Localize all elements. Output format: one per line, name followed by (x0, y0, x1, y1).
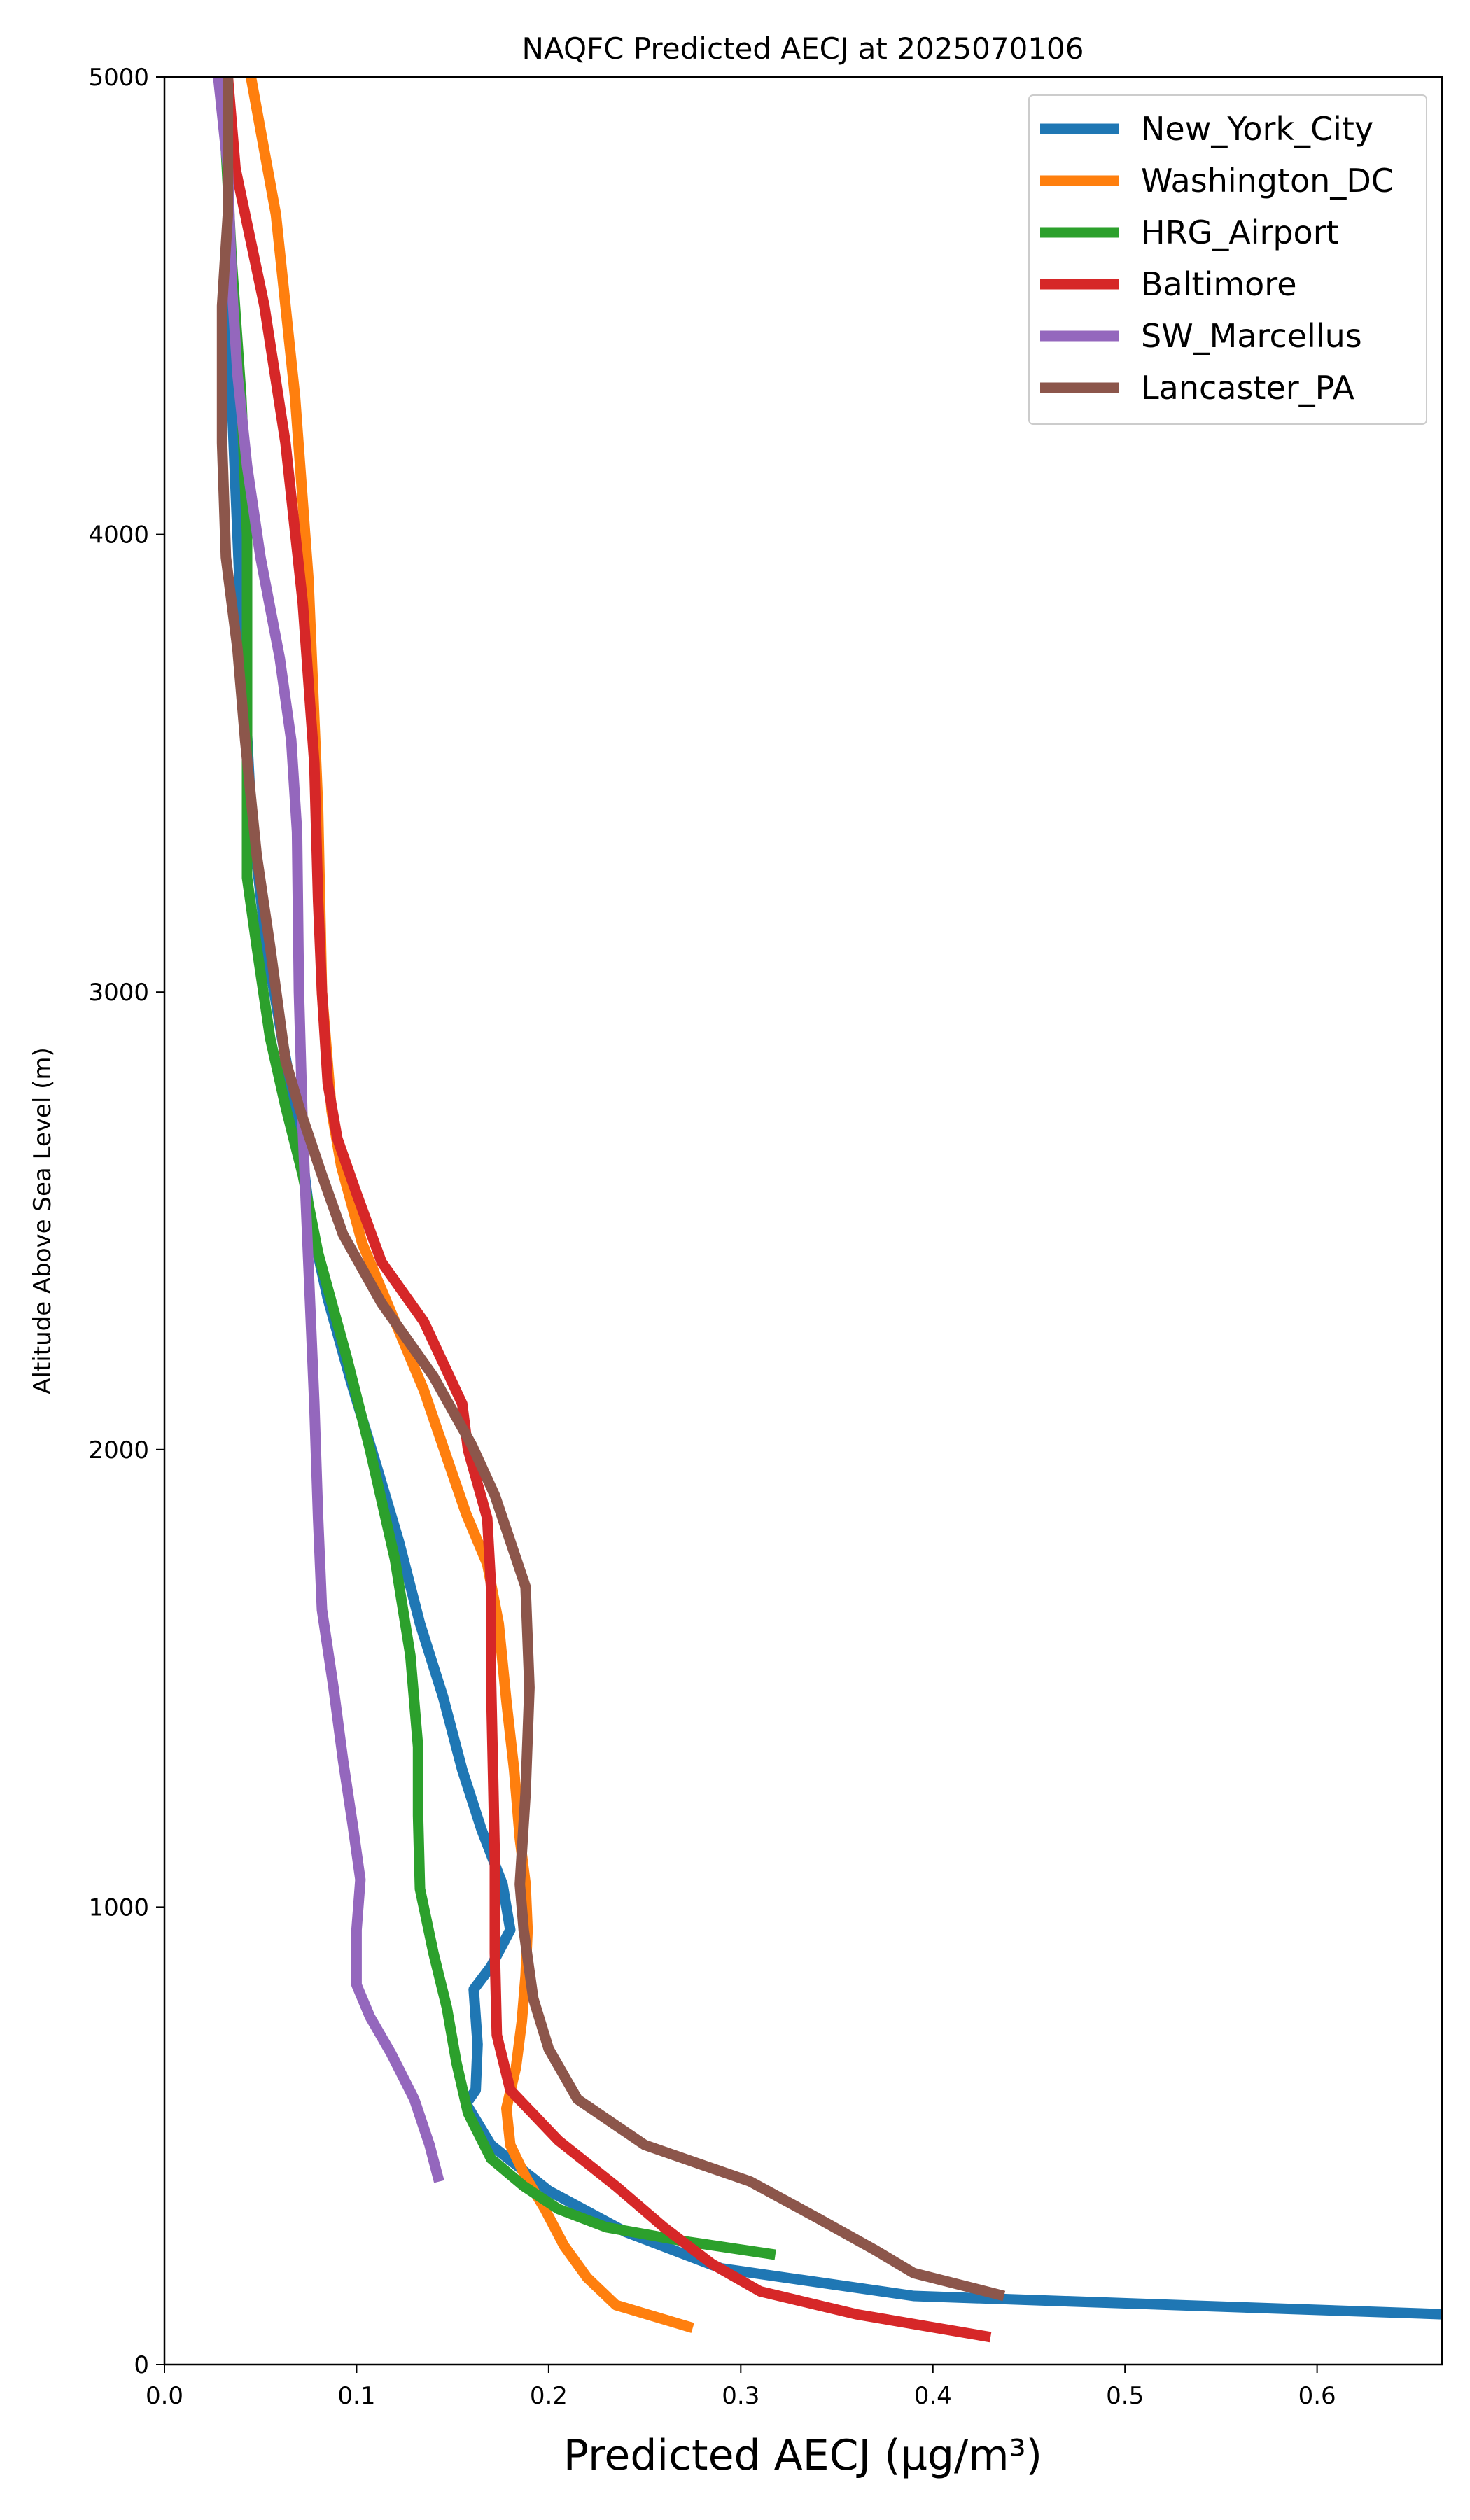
y-tick-label: 4000 (88, 522, 149, 550)
series-line-4 (213, 77, 444, 2183)
x-tick-label: 0.5 (1106, 2382, 1144, 2410)
x-tick-label: 0.6 (1298, 2382, 1336, 2410)
y-axis-label: Altitude Above Sea Level (m) (29, 1047, 57, 1394)
legend-label: New_York_City (1141, 110, 1373, 148)
x-tick-label: 0.0 (146, 2382, 183, 2410)
x-axis-label: Predicted AECJ (μg/m³) (564, 2431, 1042, 2480)
y-tick-label: 0 (134, 2351, 149, 2379)
x-tick-label: 0.1 (337, 2382, 375, 2410)
chart-title: NAQFC Predicted AECJ at 2025070106 (522, 31, 1084, 66)
plot-frame (163, 76, 1443, 2366)
legend-label: Washington_DC (1141, 162, 1394, 200)
series-line-3 (223, 77, 992, 2343)
y-tick-label: 2000 (88, 1436, 149, 1464)
y-tick-label: 5000 (88, 64, 149, 92)
legend-label: SW_Marcellus (1141, 317, 1362, 355)
series-line-2 (216, 77, 776, 2260)
y-tick-label: 1000 (88, 1893, 149, 1921)
legend-label: Lancaster_PA (1141, 369, 1354, 407)
legend: New_York_City Washington_DC HRG_Airport Bal… (1028, 94, 1427, 425)
legend-label: Baltimore (1141, 265, 1297, 303)
x-tick-label: 0.3 (722, 2382, 760, 2410)
series-layer (213, 77, 1442, 2343)
x-axis: 0.0 0.1 0.2 0.3 0.4 0.5 0.6 (146, 2365, 1336, 2410)
y-tick-label: 3000 (88, 979, 149, 1007)
x-tick-label: 0.4 (914, 2382, 952, 2410)
legend-label: HRG_Airport (1141, 214, 1339, 251)
series-line-5 (216, 77, 1006, 2302)
y-axis: 0 1000 2000 3000 4000 5000 (88, 64, 164, 2379)
x-tick-label: 0.2 (530, 2382, 568, 2410)
legend-box (1028, 94, 1427, 425)
